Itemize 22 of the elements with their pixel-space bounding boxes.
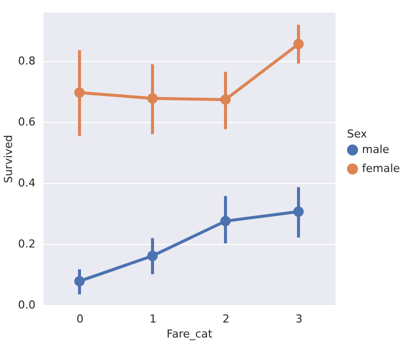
x-tick-label: 2	[222, 312, 230, 326]
legend-label: female	[362, 162, 400, 175]
point	[147, 250, 158, 262]
y-tick-label: 0.4	[18, 176, 36, 190]
y-tick-label: 0.8	[18, 54, 36, 68]
point	[293, 206, 304, 217]
y-tick-label: 0.0	[18, 298, 36, 312]
point	[293, 38, 304, 50]
x-tick-label: 1	[150, 312, 156, 326]
point	[74, 276, 85, 286]
legend-title: Sex	[347, 128, 368, 140]
point	[220, 216, 231, 226]
y-tick-label: 0.6	[18, 115, 36, 128]
y-tick-label: 0.2	[18, 237, 36, 250]
y-axis-title: Survived	[2, 134, 16, 184]
x-tick-label: 3	[296, 312, 302, 326]
point	[147, 93, 158, 104]
x-tick-label: 0	[76, 312, 84, 326]
point	[74, 87, 85, 98]
legend-label: male	[362, 143, 390, 156]
point	[220, 94, 231, 105]
x-axis-title: Fare_cat	[166, 328, 214, 340]
